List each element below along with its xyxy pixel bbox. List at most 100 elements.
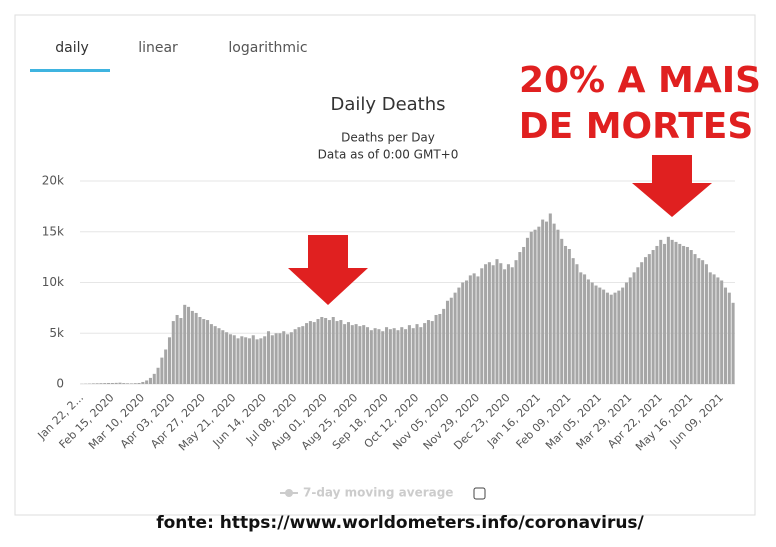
tab[interactable]: daily <box>55 40 89 56</box>
bar <box>110 382 114 384</box>
bar <box>377 329 381 384</box>
bar <box>103 383 107 384</box>
bar <box>476 276 480 384</box>
bar <box>602 289 606 384</box>
bar <box>727 292 731 384</box>
bar <box>286 334 290 384</box>
bar <box>548 213 552 384</box>
bar <box>301 326 305 384</box>
bar <box>529 231 533 384</box>
bar <box>221 330 225 384</box>
bar <box>495 259 499 384</box>
checkbox[interactable] <box>473 487 486 500</box>
bar <box>663 243 667 384</box>
bar <box>445 300 450 384</box>
bar <box>259 338 263 384</box>
bar <box>598 287 602 384</box>
bar <box>225 332 229 384</box>
bar <box>145 380 149 384</box>
bar <box>518 252 522 384</box>
bar <box>236 338 240 384</box>
bar <box>381 331 385 384</box>
bar <box>503 269 507 384</box>
bar <box>99 383 103 384</box>
bar <box>560 238 564 384</box>
bar <box>354 324 358 384</box>
bar <box>388 329 392 384</box>
bar <box>129 383 133 384</box>
bar <box>693 254 697 384</box>
bar <box>468 275 472 384</box>
bar <box>423 323 427 384</box>
bar <box>148 377 152 384</box>
legend-item[interactable]: 7-day moving average <box>280 486 453 500</box>
bar <box>723 287 728 384</box>
bar <box>704 264 708 384</box>
bar <box>244 337 248 384</box>
bar <box>335 321 339 384</box>
bar <box>522 246 526 384</box>
bar <box>137 382 141 384</box>
bar <box>404 329 408 384</box>
bar <box>510 267 514 384</box>
bar <box>240 336 244 384</box>
active-tab-indicator <box>30 69 110 72</box>
bar <box>392 328 396 384</box>
bar <box>217 328 221 384</box>
bar <box>282 331 286 384</box>
bar <box>617 290 621 384</box>
bar <box>457 287 461 384</box>
bar <box>628 277 632 384</box>
bar <box>586 279 590 384</box>
bar <box>487 262 491 384</box>
tab[interactable]: logarithmic <box>228 40 307 56</box>
bar <box>651 250 655 384</box>
bar <box>202 319 206 384</box>
bar <box>160 357 164 384</box>
bar <box>544 221 549 384</box>
bar <box>232 335 236 384</box>
bar <box>339 320 343 384</box>
bar <box>171 321 175 384</box>
bar <box>632 272 636 384</box>
chart-subtitle: Data as of 0:00 GMT+0 <box>318 148 459 162</box>
bar <box>426 320 430 384</box>
bar <box>194 312 198 384</box>
bar <box>167 337 172 384</box>
tab[interactable]: linear <box>138 40 178 56</box>
bar <box>575 264 579 384</box>
bar <box>541 219 545 384</box>
bar <box>621 287 625 384</box>
bar <box>465 280 469 384</box>
bar <box>164 349 168 384</box>
bar <box>385 327 389 384</box>
bar <box>480 268 484 384</box>
bar <box>331 317 335 384</box>
bar <box>95 383 99 384</box>
bar <box>666 236 670 384</box>
bar <box>674 241 678 384</box>
bar <box>659 239 663 384</box>
bar <box>327 320 331 384</box>
chart-title: Daily Deaths <box>330 94 445 115</box>
bar <box>484 264 488 384</box>
bar <box>583 274 587 384</box>
bar <box>312 322 316 384</box>
bar <box>712 274 716 384</box>
y-tick-label: 10k <box>42 275 64 289</box>
bar <box>442 308 446 384</box>
bar <box>407 325 411 384</box>
bar <box>320 317 324 384</box>
bar <box>438 313 442 384</box>
bar <box>564 245 568 384</box>
bar <box>579 272 583 384</box>
bar <box>613 292 617 384</box>
bar <box>594 285 598 384</box>
bar <box>670 239 674 384</box>
bar <box>567 249 571 384</box>
bar <box>400 327 404 384</box>
bar <box>716 277 720 384</box>
bar <box>350 325 354 384</box>
bar <box>434 314 438 384</box>
arrow <box>632 155 712 217</box>
